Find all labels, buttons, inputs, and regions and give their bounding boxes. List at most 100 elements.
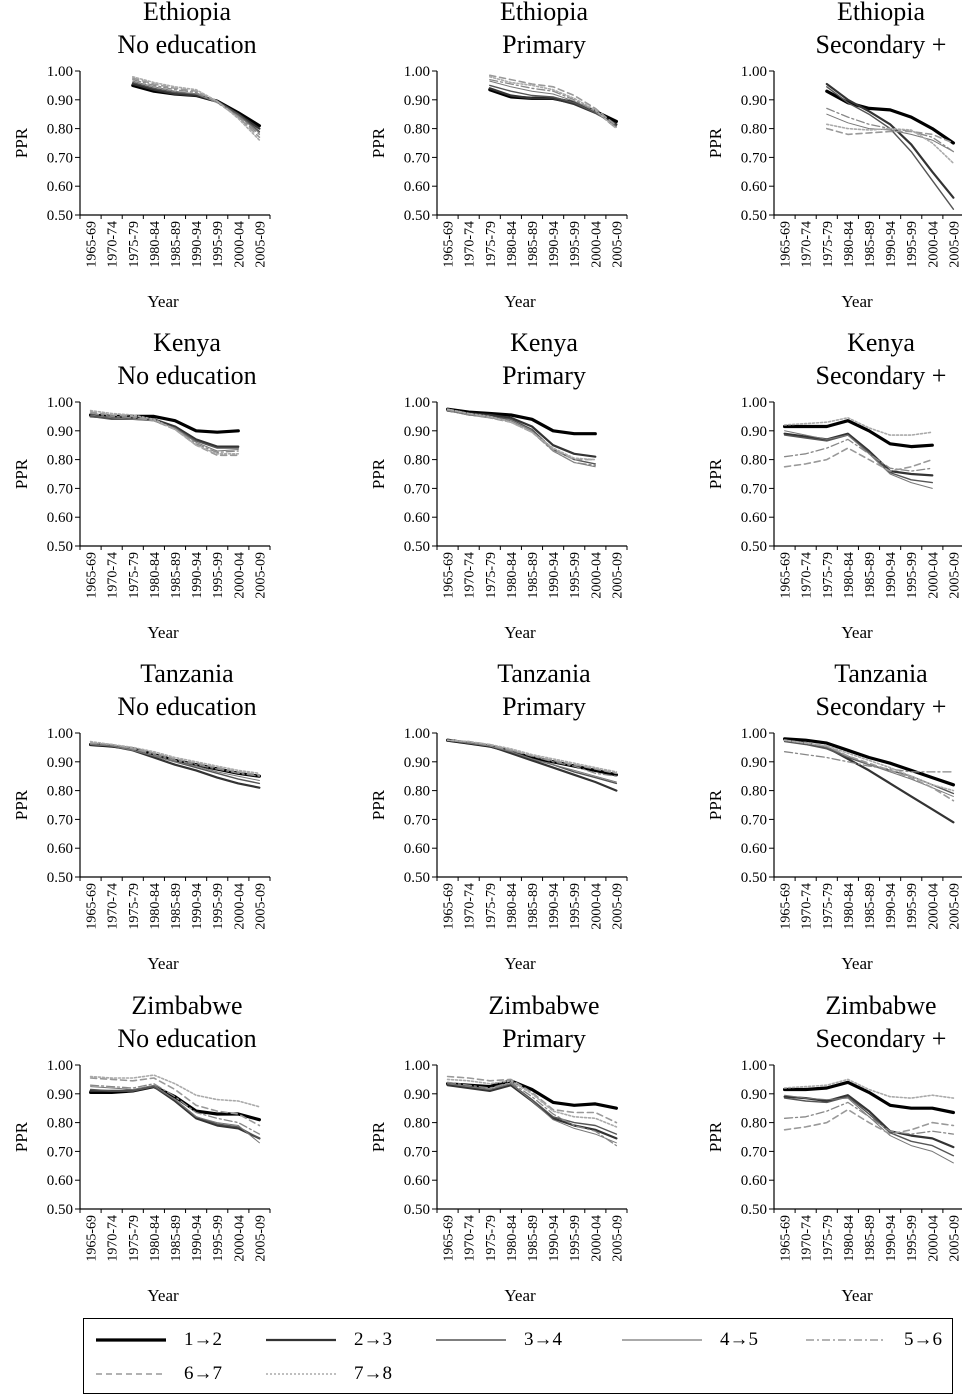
x-tick-label: 1995-99 bbox=[905, 221, 920, 268]
x-tick-label: 2000-04 bbox=[232, 552, 247, 599]
series-line bbox=[783, 739, 955, 792]
x-tick-label: 1990-94 bbox=[547, 883, 562, 930]
y-tick-label: 0.60 bbox=[47, 841, 73, 857]
x-tick-label: 1995-99 bbox=[905, 883, 920, 930]
x-tick-label: 1970-74 bbox=[106, 1215, 121, 1262]
chart-title-education: Secondary + bbox=[816, 1024, 947, 1053]
x-tick-label: 1985-89 bbox=[863, 1215, 878, 1262]
x-tick-label: 1990-94 bbox=[884, 1215, 899, 1262]
x-tick-label: 1990-94 bbox=[547, 552, 562, 599]
y-tick-label: 0.90 bbox=[741, 755, 767, 771]
x-tick-label: 1980-84 bbox=[148, 883, 163, 930]
series-line bbox=[89, 740, 261, 775]
x-tick-label: 1970-74 bbox=[463, 552, 478, 599]
chart-title-education: Secondary + bbox=[816, 692, 947, 721]
x-tick-label: 1985-89 bbox=[526, 883, 541, 930]
y-tick-label: 0.70 bbox=[741, 812, 767, 828]
x-tick-label: 1995-99 bbox=[905, 1215, 920, 1262]
series-line bbox=[784, 1094, 954, 1164]
x-tick-label: 1990-94 bbox=[190, 221, 205, 268]
legend-label: 4→5 bbox=[720, 1329, 758, 1350]
y-tick-label: 0.90 bbox=[47, 424, 73, 440]
x-tick-label: 1990-94 bbox=[547, 1215, 562, 1262]
y-tick-label: 0.70 bbox=[741, 481, 767, 497]
y-tick-label: 0.50 bbox=[47, 1202, 73, 1218]
y-tick-label: 1.00 bbox=[741, 64, 767, 80]
series-line bbox=[89, 742, 261, 776]
y-tick-label: 0.60 bbox=[741, 510, 767, 526]
legend-swatch bbox=[436, 1339, 506, 1341]
series-line bbox=[825, 127, 955, 144]
series-line bbox=[90, 1084, 260, 1144]
chart-title-country: Ethiopia bbox=[500, 0, 589, 26]
chart-panel: Zimbabwe No education 0.50 0.60 0.70 0.80 0.90… bbox=[12, 991, 271, 1305]
y-tick-label: 0.50 bbox=[404, 870, 430, 886]
legend-label: 6→7 bbox=[184, 1363, 222, 1384]
y-axis-label: PPR bbox=[706, 1121, 725, 1152]
y-tick-label: 0.50 bbox=[404, 208, 430, 224]
series-line bbox=[825, 82, 955, 199]
x-tick-label: 2005-09 bbox=[947, 883, 962, 930]
x-tick-label: 1980-84 bbox=[148, 221, 163, 268]
x-tick-label: 1965-69 bbox=[85, 221, 100, 268]
x-tick-label: 1975-79 bbox=[821, 552, 836, 599]
y-tick-label: 0.80 bbox=[404, 122, 430, 138]
x-axis-label: Year bbox=[841, 623, 873, 642]
y-tick-label: 0.90 bbox=[47, 755, 73, 771]
x-tick-label: 2000-04 bbox=[589, 883, 604, 930]
chart-panel: Kenya Primary 0.50 0.60 0.70 0.80 0.90 1.00 PPR 1… bbox=[369, 328, 628, 642]
x-tick-label: 1965-69 bbox=[442, 552, 457, 599]
series-line bbox=[447, 739, 617, 783]
x-tick-label: 1980-84 bbox=[842, 1215, 857, 1262]
x-tick-label: 1985-89 bbox=[169, 221, 184, 268]
series-line bbox=[446, 407, 597, 436]
series-line bbox=[446, 1078, 618, 1128]
y-tick-label: 1.00 bbox=[47, 395, 73, 411]
x-tick-label: 1990-94 bbox=[547, 221, 562, 268]
chart-title-country: Kenya bbox=[847, 328, 915, 357]
chart-panel: Zimbabwe Primary 0.50 0.60 0.70 0.80 0.90 1.00 P… bbox=[369, 991, 628, 1305]
y-axis-label: PPR bbox=[12, 1121, 31, 1152]
series-line bbox=[89, 743, 261, 789]
legend-swatch bbox=[622, 1339, 702, 1341]
x-tick-label: 1975-79 bbox=[484, 883, 499, 930]
legend-swatch bbox=[96, 1338, 166, 1342]
series-line bbox=[132, 76, 261, 141]
y-tick-label: 0.50 bbox=[404, 539, 430, 555]
legend-item: 7→8 bbox=[266, 1361, 431, 1387]
x-tick-label: 1995-99 bbox=[568, 221, 583, 268]
x-axis-label: Year bbox=[147, 292, 179, 311]
x-tick-label: 1995-99 bbox=[211, 1215, 226, 1262]
y-tick-label: 1.00 bbox=[47, 726, 73, 742]
series-line bbox=[132, 80, 260, 134]
x-tick-label: 1965-69 bbox=[85, 1215, 100, 1262]
chart-title-education: No education bbox=[117, 692, 256, 721]
x-tick-label: 2005-09 bbox=[610, 1215, 625, 1262]
series-line bbox=[826, 86, 955, 210]
x-tick-label: 2000-04 bbox=[232, 221, 247, 268]
chart-title-country: Tanzania bbox=[834, 659, 928, 688]
legend-item: 3→4 bbox=[436, 1327, 601, 1353]
x-axis-label: Year bbox=[504, 623, 536, 642]
x-tick-label: 1965-69 bbox=[779, 221, 794, 268]
x-tick-label: 1970-74 bbox=[106, 552, 121, 599]
series-line bbox=[783, 739, 955, 824]
x-tick-label: 1975-79 bbox=[821, 883, 836, 930]
x-tick-label: 1975-79 bbox=[127, 221, 142, 268]
x-tick-label: 1985-89 bbox=[526, 221, 541, 268]
series-line bbox=[488, 74, 618, 127]
y-tick-label: 0.50 bbox=[47, 208, 73, 224]
y-tick-label: 0.80 bbox=[47, 453, 73, 469]
x-tick-label: 1980-84 bbox=[148, 1215, 163, 1262]
x-tick-label: 2005-09 bbox=[947, 1215, 962, 1262]
y-tick-label: 1.00 bbox=[404, 1058, 430, 1074]
x-tick-label: 1975-79 bbox=[484, 221, 499, 268]
series-line bbox=[783, 447, 934, 472]
x-tick-label: 2005-09 bbox=[610, 221, 625, 268]
x-tick-label: 1990-94 bbox=[884, 552, 899, 599]
x-tick-label: 1965-69 bbox=[779, 883, 794, 930]
x-tick-label: 2005-09 bbox=[253, 1215, 268, 1262]
series-line bbox=[447, 1083, 617, 1144]
y-tick-label: 0.70 bbox=[404, 812, 430, 828]
y-tick-label: 1.00 bbox=[404, 726, 430, 742]
